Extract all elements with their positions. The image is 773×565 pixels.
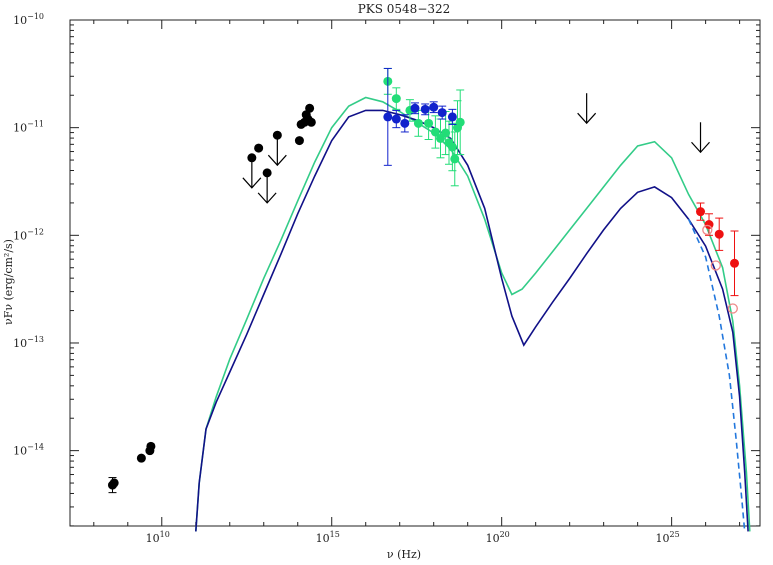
xray_blue-point bbox=[400, 118, 410, 128]
upper-limit-arrowhead bbox=[242, 177, 262, 189]
hess_deabsorbed-point bbox=[727, 303, 738, 314]
upper-limit-arrowhead bbox=[257, 192, 277, 204]
xray_blue-point bbox=[447, 112, 457, 122]
xray_blue-point bbox=[391, 114, 401, 124]
archival-point bbox=[294, 136, 304, 146]
optical_xray_green-point bbox=[413, 118, 423, 128]
optical_xray_green-point bbox=[447, 142, 457, 152]
archival-point bbox=[146, 441, 156, 451]
xray_blue-point bbox=[437, 108, 447, 118]
hess-point bbox=[730, 258, 740, 268]
optical_xray_green-point bbox=[430, 127, 440, 137]
upper-limit-arrowhead bbox=[267, 154, 287, 167]
y-tick-exponent: −10 bbox=[27, 12, 44, 21]
x-tick-label: 1010 bbox=[146, 530, 170, 545]
y-tick-label: 10−12 bbox=[13, 227, 44, 242]
y-tick-label: 10−14 bbox=[13, 443, 44, 458]
y-tick-label: 10−11 bbox=[13, 120, 44, 135]
optical_xray_green-point bbox=[424, 118, 434, 128]
model_blue-curve bbox=[195, 109, 749, 532]
y-axis-label: νFν (erg/cm²/s) bbox=[2, 239, 15, 325]
model_green-curve bbox=[195, 96, 751, 532]
data-points bbox=[107, 67, 740, 494]
xray_blue-point bbox=[420, 104, 430, 114]
axes: 1010 1015 1020 102510−1010−1110−1210−1310−1… bbox=[13, 12, 761, 545]
hess_deabsorbed-point bbox=[702, 224, 713, 236]
y-tick-exponent: −11 bbox=[27, 120, 44, 129]
x-tick-exponent: 15 bbox=[330, 530, 340, 539]
x-tick-exponent: 25 bbox=[670, 530, 680, 539]
archival-point bbox=[305, 103, 315, 113]
hess_deabsorbed-point bbox=[710, 260, 721, 271]
optical_xray_green-point bbox=[441, 128, 451, 138]
upper-limit-arrowhead bbox=[577, 112, 597, 125]
y-tick-label: 10−13 bbox=[13, 335, 44, 350]
hess-point bbox=[704, 220, 714, 230]
hess-point bbox=[696, 207, 706, 217]
xray_blue-point bbox=[383, 112, 393, 122]
plot-frame bbox=[69, 19, 761, 527]
y-tick-exponent: −14 bbox=[27, 443, 44, 452]
xray_blue-point bbox=[410, 103, 420, 113]
x-tick-exponent: 10 bbox=[160, 530, 170, 539]
optical_xray_green-point bbox=[450, 154, 460, 164]
optical_xray_green-point bbox=[391, 94, 401, 104]
x-tick-label: 1020 bbox=[486, 530, 510, 545]
x-tick-exponent: 20 bbox=[500, 530, 510, 539]
y-tick-exponent: −13 bbox=[27, 335, 44, 344]
xray_blue-point bbox=[429, 102, 439, 112]
x-axis-label: ν (Hz) bbox=[387, 548, 421, 561]
model_dashed-curve bbox=[687, 218, 746, 532]
x-tick-label: 1025 bbox=[656, 530, 680, 545]
archival-point bbox=[109, 478, 119, 488]
archival-point bbox=[306, 117, 316, 127]
archival-point bbox=[136, 453, 146, 463]
hess-point bbox=[714, 229, 724, 239]
y-tick-exponent: −12 bbox=[27, 227, 44, 236]
archival-point bbox=[254, 143, 264, 153]
y-tick-label: 10−10 bbox=[13, 12, 44, 27]
optical_xray_green-point bbox=[455, 117, 465, 127]
chart-title: PKS 0548−322 bbox=[358, 2, 451, 16]
x-tick-label: 1015 bbox=[316, 530, 340, 545]
upper-limit-arrowhead bbox=[691, 141, 710, 154]
model-curves bbox=[195, 96, 751, 532]
